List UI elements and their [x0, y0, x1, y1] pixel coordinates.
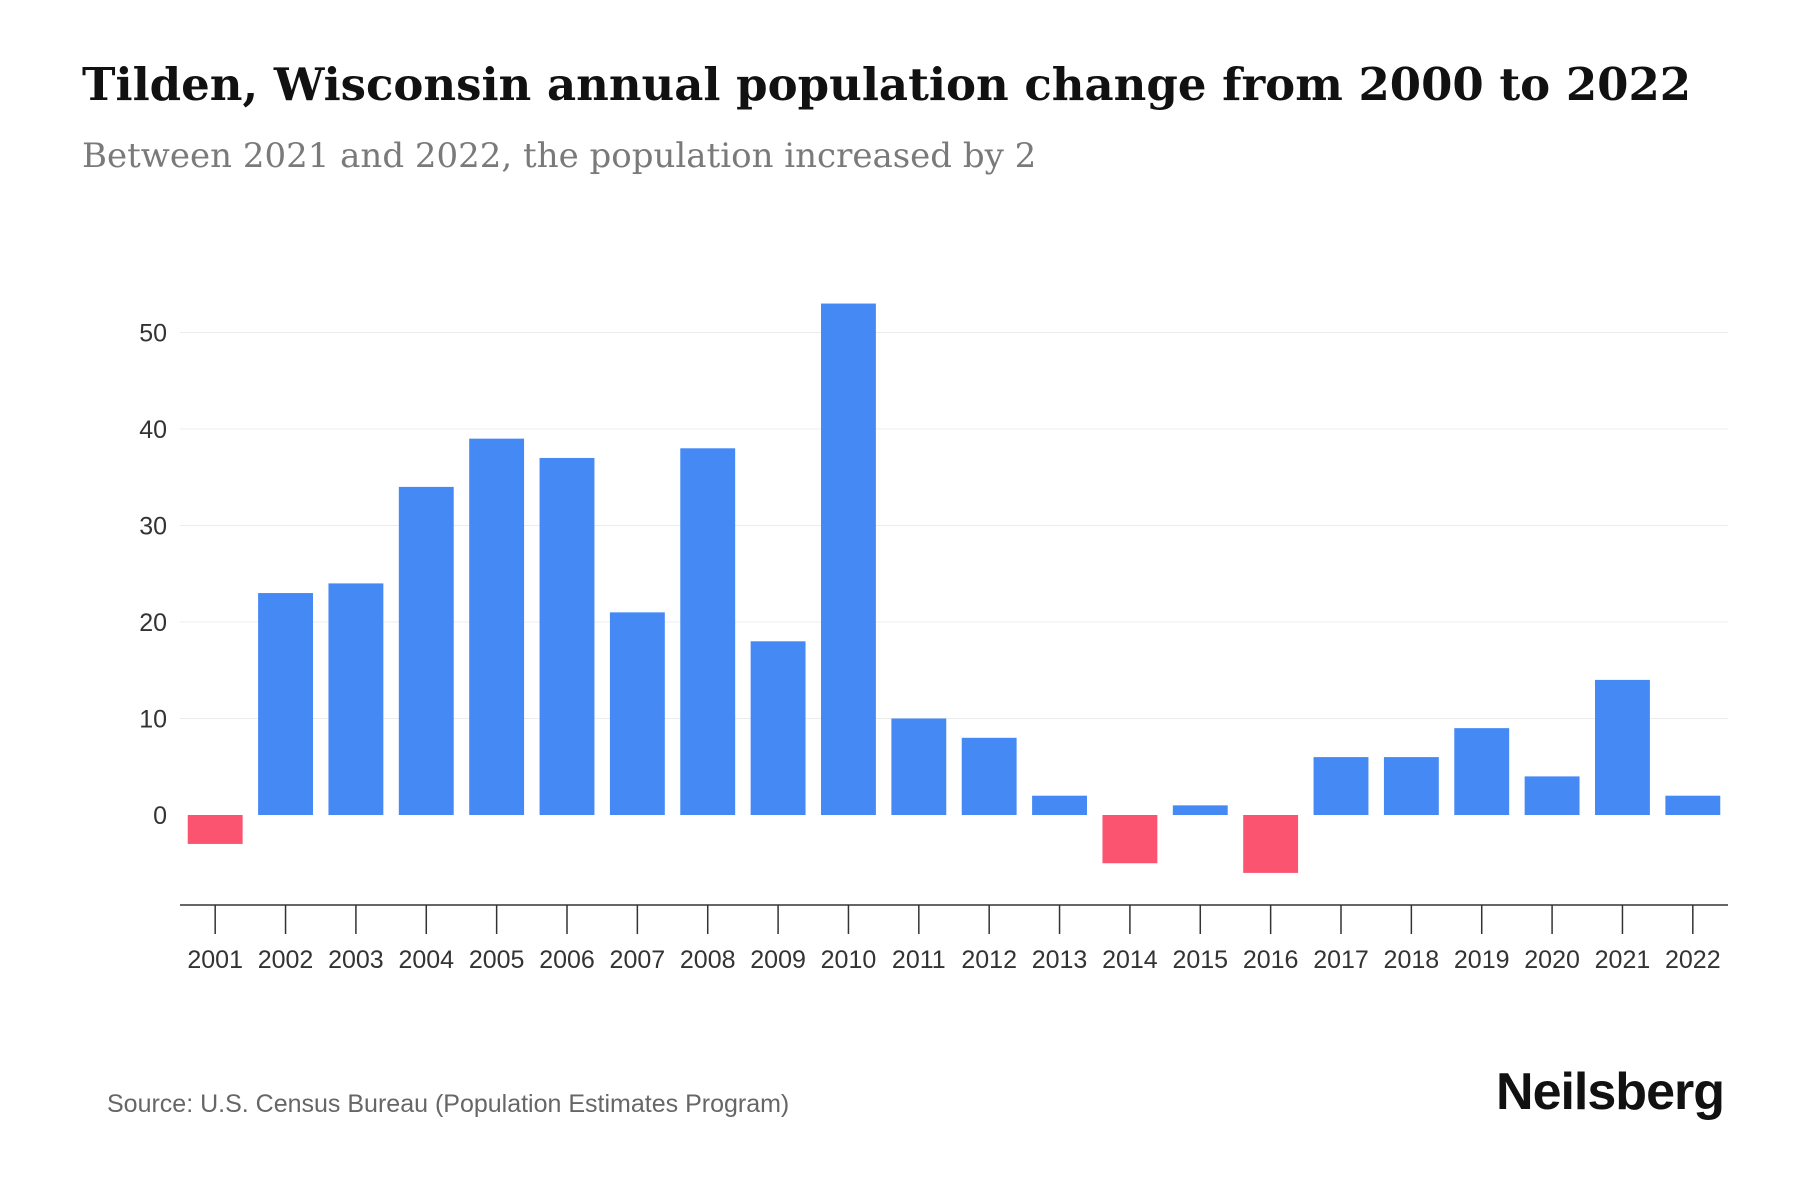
x-axis: 2001 2002 2003 2004 2005 2006 2007 2008 2009 2010…: [180, 904, 1728, 974]
x-tick-label: 2007: [610, 946, 666, 974]
bar-2013: [1032, 795, 1087, 815]
bar-2007: [609, 612, 665, 815]
x-tick-label: 2010: [821, 946, 877, 974]
x-tick-label: 2011: [892, 946, 946, 974]
bar-2011: [891, 718, 947, 815]
x-tick-label: 2018: [1384, 946, 1440, 974]
bar-2005: [469, 438, 525, 815]
bar-2016: [1243, 815, 1299, 873]
bar-2014: [1102, 815, 1158, 864]
x-tick-label: 2021: [1595, 946, 1651, 974]
x-tick-label: 2019: [1454, 946, 1510, 974]
bar-2018: [1383, 757, 1439, 815]
bar-2021: [1595, 679, 1650, 815]
bar-2022: [1665, 795, 1721, 815]
x-tick-label: 2001: [187, 946, 243, 974]
chart-title: Tilden, Wisconsin annual population chan…: [82, 58, 1692, 111]
y-tick-label: 10: [139, 706, 167, 734]
bar-2002: [258, 593, 313, 815]
x-tick-label: 2009: [750, 946, 806, 974]
x-tick-label: 2016: [1243, 946, 1299, 974]
bar-2019: [1454, 728, 1510, 815]
x-tick-label: 2013: [1032, 946, 1088, 974]
bars: [187, 303, 1721, 873]
bar-2009: [750, 641, 806, 815]
y-tick-label: 20: [139, 609, 167, 637]
x-tick-label: 2006: [539, 946, 595, 974]
bar-2012: [961, 737, 1017, 815]
x-tick-label: 2014: [1102, 946, 1158, 974]
x-tick-label: 2003: [328, 946, 384, 974]
x-tick-label: 2008: [680, 946, 736, 974]
y-tick-label: 30: [139, 513, 167, 541]
bar-2008: [680, 448, 736, 815]
x-tick-label: 2015: [1172, 946, 1228, 974]
x-tick-label: 2022: [1665, 946, 1721, 974]
bar-2010: [821, 303, 876, 815]
bar-2020: [1524, 776, 1580, 815]
bar-2015: [1172, 805, 1228, 815]
brand-logo: Neilsberg: [1496, 1063, 1725, 1121]
bar-2006: [539, 457, 595, 815]
bar-2017: [1313, 757, 1369, 815]
y-tick-label: 40: [139, 416, 167, 444]
x-tick-label: 2020: [1524, 946, 1580, 974]
y-tick-label: 0: [153, 802, 167, 830]
bar-2004: [398, 486, 454, 815]
bar-2001: [187, 815, 243, 844]
bar-2003: [328, 583, 384, 815]
x-tick-label: 2002: [258, 946, 314, 974]
y-axis-ticks: 0 10 20 30 40 50: [139, 320, 167, 831]
chart-subtitle: Between 2021 and 2022, the population in…: [82, 136, 1037, 176]
x-tick-label: 2004: [398, 946, 454, 974]
source-note: Source: U.S. Census Bureau (Population E…: [107, 1090, 790, 1118]
y-tick-label: 50: [139, 320, 167, 348]
x-tick-label: 2012: [961, 946, 1017, 974]
x-tick-label: 2005: [469, 946, 525, 974]
x-tick-label: 2017: [1313, 946, 1369, 974]
